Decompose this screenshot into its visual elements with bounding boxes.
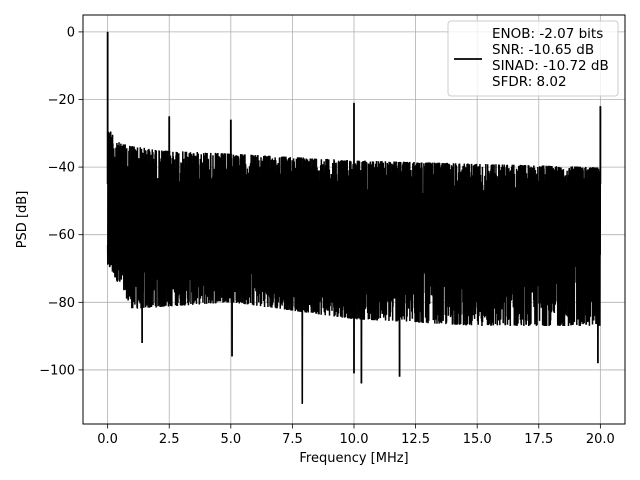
y-tick-label: −100 xyxy=(39,363,75,378)
x-tick-label: 17.5 xyxy=(524,432,553,447)
x-tick-label: 10.0 xyxy=(340,432,369,447)
legend-label-line: SINAD: -10.72 dB xyxy=(492,58,609,74)
x-tick-label: 5.0 xyxy=(220,432,241,447)
legend-label-line: ENOB: -2.07 bits xyxy=(492,26,603,42)
x-tick-label: 0.0 xyxy=(97,432,118,447)
x-tick-label: 2.5 xyxy=(159,432,180,447)
y-tick-label: −80 xyxy=(48,296,75,311)
y-axis-label: PSD [dB] xyxy=(15,191,30,249)
y-tick-label: −60 xyxy=(48,228,75,243)
x-tick-label: 15.0 xyxy=(463,432,492,447)
x-tick-label: 7.5 xyxy=(282,432,303,447)
x-tick-label: 20.0 xyxy=(586,432,615,447)
plot-area xyxy=(106,31,602,404)
axis-ticks: 0.0 2.5 5.0 7.5 10.0 12.5 15.0 17.5 20.0 0 −20 −40 −… xyxy=(39,25,615,447)
psd-trace xyxy=(106,106,602,404)
x-axis-label: Frequency [MHz] xyxy=(299,451,408,466)
x-tick-label: 12.5 xyxy=(401,432,430,447)
y-tick-label: −20 xyxy=(48,93,75,108)
legend-box xyxy=(447,20,619,97)
legend-label-line: SNR: -10.65 dB xyxy=(492,42,594,58)
legend-label: ENOB: -2.07 bits SNR: -10.65 dB SINAD: -10… xyxy=(492,26,609,90)
legend-label-line: SFDR: 8.02 xyxy=(492,74,567,90)
legend: ENOB: -2.07 bits SNR: -10.65 dB SINAD: -10… xyxy=(447,20,619,97)
y-tick-label: −40 xyxy=(48,161,75,176)
y-tick-label: 0 xyxy=(67,25,75,40)
